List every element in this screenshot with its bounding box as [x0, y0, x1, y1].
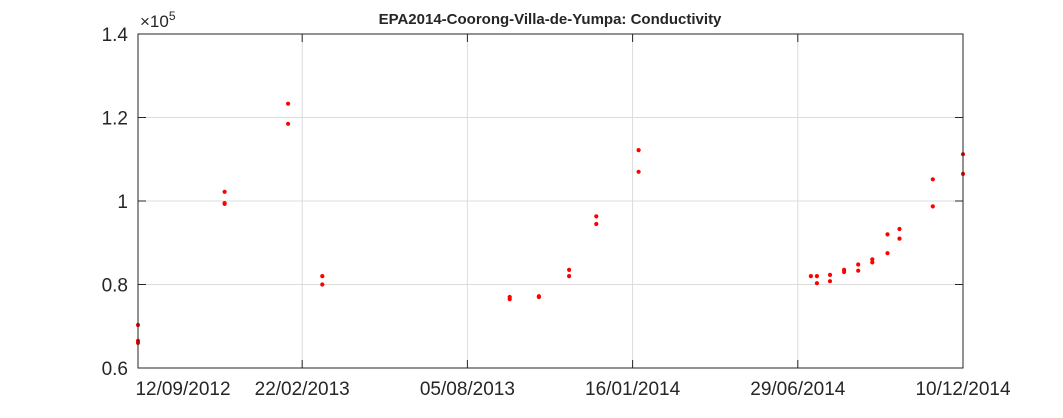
chart-title: EPA2014-Coorong-Villa-de-Yumpa: Conducti… — [379, 11, 722, 28]
data-point — [320, 274, 325, 279]
data-point — [222, 189, 227, 194]
data-point — [320, 282, 325, 287]
x-tick-label: 22/02/2013 — [255, 379, 350, 400]
data-point — [885, 251, 890, 256]
y-tick-label: 1 — [117, 192, 128, 213]
y-tick-label: 0.8 — [102, 276, 128, 297]
data-point — [536, 294, 542, 300]
x-tick-label: 12/09/2012 — [135, 379, 230, 400]
data-point — [870, 260, 875, 265]
data-point — [814, 274, 820, 279]
data-point — [856, 262, 861, 267]
data-point — [885, 232, 890, 237]
data-point — [286, 121, 291, 126]
y-tick-labels: 0.6 0.8 1 1.2 1.4 — [102, 25, 129, 380]
data-point — [636, 148, 641, 153]
y-tick-label: 1.2 — [102, 109, 128, 130]
y-tick-label: 0.6 — [102, 359, 128, 380]
data-point — [507, 297, 512, 302]
data-point — [594, 214, 599, 219]
grid-lines — [138, 34, 963, 368]
axis-ticks — [137, 33, 964, 369]
data-point — [567, 267, 572, 272]
data-point — [856, 268, 861, 273]
y-tick-label: 1.4 — [102, 25, 129, 46]
data-point — [814, 281, 820, 286]
x-tick-labels: 12/09/2012 22/02/2013 05/08/2013 16/01/2014… — [135, 379, 1011, 400]
data-point — [897, 226, 902, 232]
x-tick-label: 29/06/2014 — [750, 379, 846, 400]
x-tick-label: 05/08/2013 — [420, 379, 515, 400]
data-point — [870, 257, 875, 262]
data-point — [842, 269, 847, 275]
data-point — [567, 274, 572, 279]
data-point — [594, 221, 599, 227]
data-point — [286, 101, 291, 106]
data-point — [808, 274, 814, 279]
data-points — [135, 101, 966, 345]
data-point — [827, 279, 833, 284]
data-point — [930, 204, 935, 209]
data-point — [636, 169, 641, 174]
y-exponent-label: ×105 — [140, 9, 176, 31]
x-tick-label: 16/01/2014 — [585, 379, 681, 400]
data-point — [930, 177, 935, 182]
data-point — [897, 236, 902, 241]
data-point — [222, 201, 227, 206]
data-point — [827, 272, 833, 277]
x-tick-label: 10/12/2014 — [915, 379, 1011, 400]
